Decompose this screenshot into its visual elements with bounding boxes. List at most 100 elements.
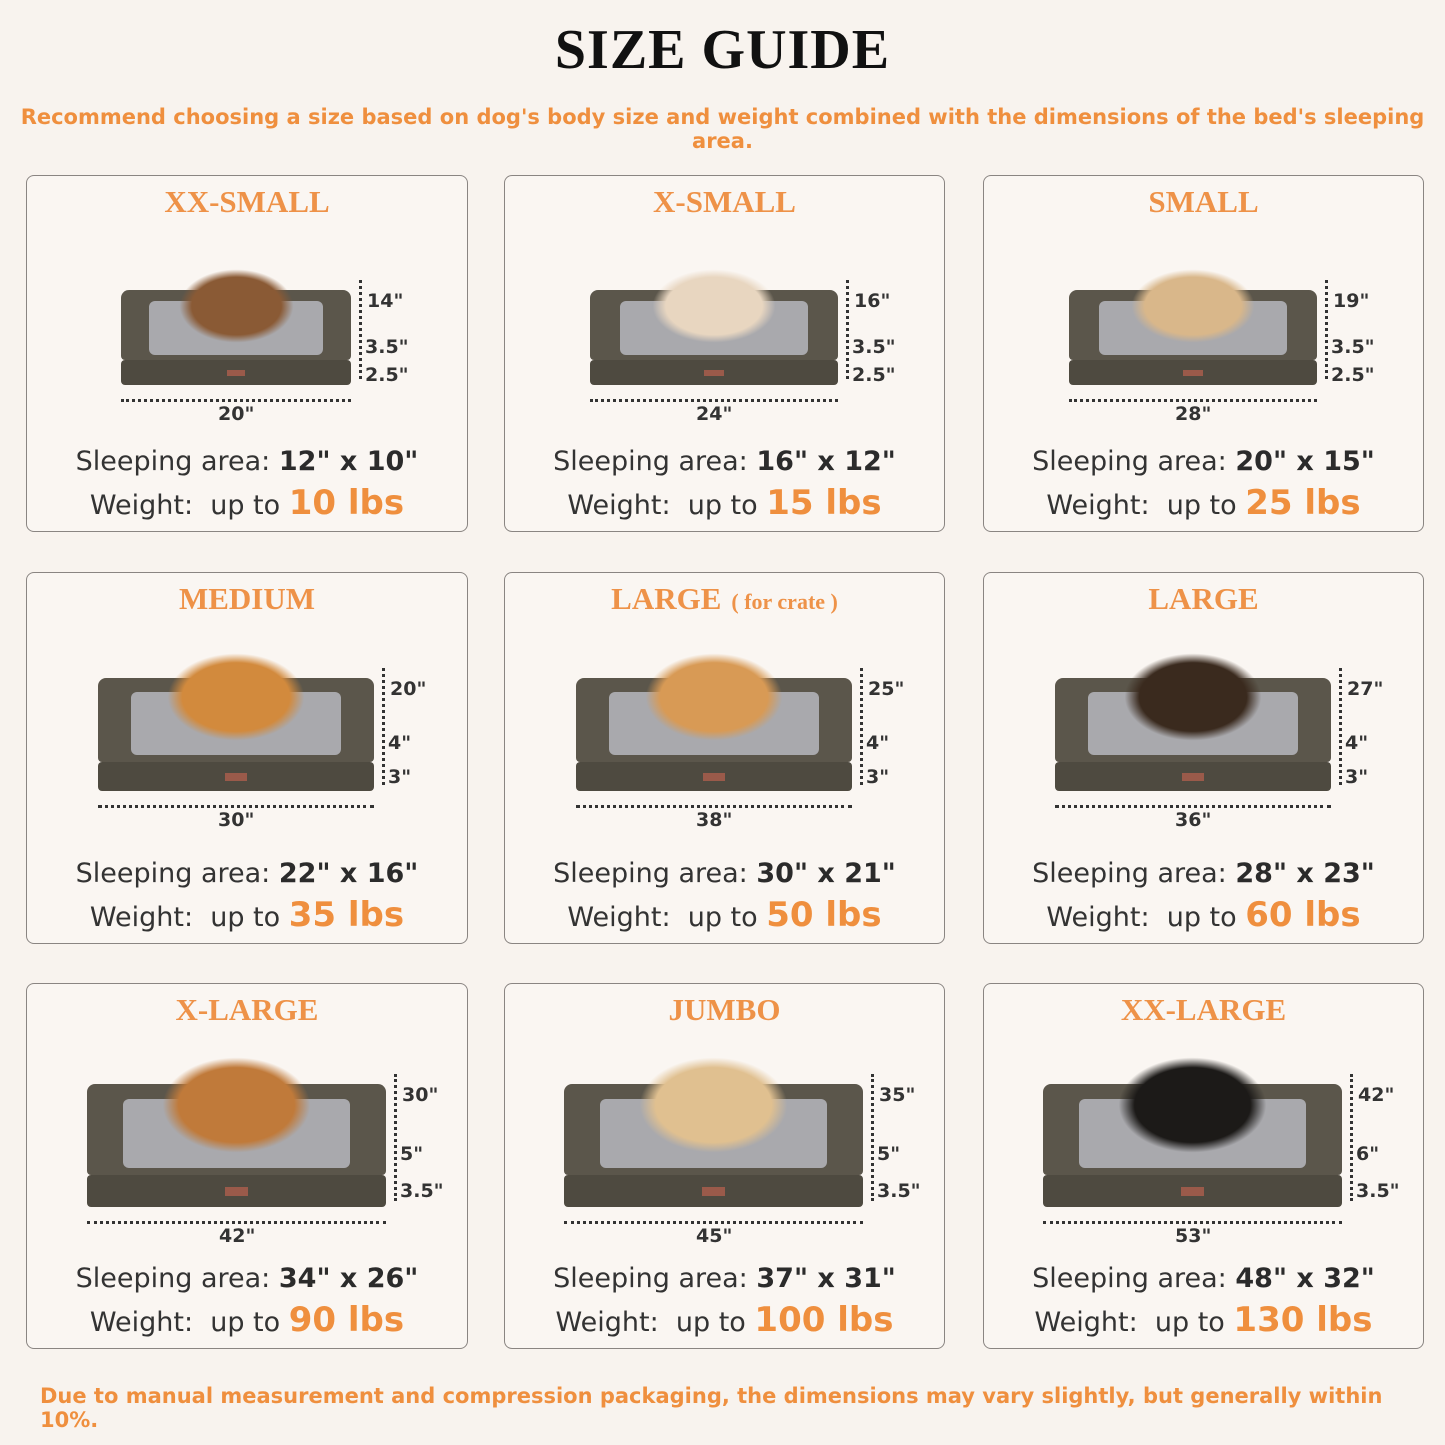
width-dimension: 24": [696, 403, 733, 425]
height-top-dimension: 5": [400, 1143, 424, 1165]
width-dimension: 30": [218, 809, 255, 831]
sleeping-area-value: 28" x 23": [1235, 858, 1375, 889]
sleeping-area: Sleeping area: 28" x 23": [984, 858, 1423, 890]
size-name: MEDIUM: [27, 581, 467, 617]
size-card: X-SMALL 24" 16" 3.5" 2.5" Sleeping area:…: [504, 175, 945, 532]
sleeping-area-label: Sleeping area:: [553, 1263, 748, 1294]
brand-tag: [704, 369, 724, 377]
weight-limit: Weight: up to 60 lbs: [984, 895, 1423, 938]
brand-tag: [701, 1187, 726, 1196]
bed-image: [590, 269, 838, 385]
depth-dimension: 27": [1347, 678, 1384, 700]
depth-dimension-line: [382, 668, 385, 785]
height-base-dimension: 3.5": [1356, 1180, 1400, 1202]
size-card: LARGE 36" 27" 4" 3" Sleeping area: 28" x…: [983, 572, 1424, 944]
page-title: SIZE GUIDE: [554, 19, 891, 81]
weight-value: 90 lbs: [288, 1300, 405, 1340]
weight-label: Weight: up to: [89, 490, 281, 521]
brand-tag: [224, 772, 248, 781]
size-card: XX-SMALL 20" 14" 3.5" 2.5" Sleeping area…: [26, 175, 468, 532]
size-name: LARGE: [984, 581, 1423, 617]
sleeping-area-label: Sleeping area:: [553, 446, 748, 477]
height-top-dimension: 3.5": [365, 336, 409, 358]
depth-dimension-line: [846, 280, 849, 379]
depth-dimension-line: [359, 280, 362, 379]
sleeping-area-label: Sleeping area:: [1032, 1263, 1227, 1294]
size-card: JUMBO 45" 35" 5" 3.5" Sleeping area: 37"…: [504, 983, 945, 1349]
sleeping-area-value: 16" x 12": [756, 446, 896, 477]
sleeping-area: Sleeping area: 12" x 10": [27, 446, 467, 478]
width-dimension: 20": [218, 403, 255, 425]
pet-image: [161, 1056, 312, 1153]
sleeping-area-label: Sleeping area:: [553, 858, 748, 889]
width-dimension-line: [121, 399, 351, 402]
size-card: XX-LARGE 53" 42" 6" 3.5" Sleeping area: …: [983, 983, 1424, 1349]
bed-image: [1069, 269, 1317, 385]
footer-note: Due to manual measurement and compressio…: [40, 1384, 1383, 1432]
width-dimension: 28": [1175, 403, 1212, 425]
size-label: LARGE: [1148, 581, 1259, 616]
size-name: JUMBO: [505, 992, 944, 1028]
sleeping-area-value: 37" x 31": [756, 1263, 896, 1294]
weight-label: Weight: up to: [89, 902, 281, 933]
weight-limit: Weight: up to 25 lbs: [984, 483, 1423, 526]
sleeping-area-label: Sleeping area:: [75, 858, 271, 889]
weight-value: 50 lbs: [766, 895, 882, 935]
sleeping-area-label: Sleeping area:: [75, 446, 271, 477]
weight-label: Weight: up to: [1034, 1307, 1225, 1338]
pet-image: [1124, 653, 1262, 742]
height-top-dimension: 3.5": [1331, 336, 1375, 358]
sleeping-area: Sleeping area: 34" x 26": [27, 1263, 467, 1295]
width-dimension: 45": [696, 1225, 733, 1247]
size-card: X-LARGE 42" 30" 5" 3.5" Sleeping area: 3…: [26, 983, 468, 1349]
weight-label: Weight: up to: [1046, 490, 1237, 521]
sleeping-area: Sleeping area: 37" x 31": [505, 1263, 944, 1295]
sleeping-area-value: 48" x 32": [1235, 1263, 1375, 1294]
sleeping-area: Sleeping area: 16" x 12": [505, 446, 944, 478]
sleeping-area: Sleeping area: 48" x 32": [984, 1263, 1423, 1295]
height-base-dimension: 2.5": [1331, 364, 1375, 386]
depth-dimension: 35": [879, 1084, 916, 1106]
brand-tag: [1181, 772, 1205, 781]
weight-label: Weight: up to: [567, 490, 758, 521]
bed-image: [98, 653, 374, 791]
pet-image: [178, 269, 294, 344]
pet-image: [167, 653, 305, 742]
size-name: SMALL: [984, 184, 1423, 220]
size-label: X-SMALL: [653, 184, 796, 219]
sleeping-area-label: Sleeping area:: [1032, 858, 1227, 889]
size-label: LARGE: [611, 581, 722, 616]
weight-limit: Weight: up to 15 lbs: [505, 483, 944, 526]
size-name: X-SMALL: [505, 184, 944, 220]
depth-dimension-line: [1325, 280, 1328, 379]
size-note: ( for crate ): [731, 589, 838, 614]
depth-dimension-line: [860, 668, 863, 785]
brand-tag: [226, 369, 246, 377]
size-label: MEDIUM: [178, 581, 316, 616]
size-card: SMALL 28" 19" 3.5" 2.5" Sleeping area: 2…: [983, 175, 1424, 532]
weight-limit: Weight: up to 90 lbs: [27, 1300, 467, 1343]
depth-dimension-line: [1339, 668, 1342, 785]
size-label: SMALL: [1148, 184, 1259, 219]
depth-dimension-line: [871, 1074, 874, 1201]
pet-image: [645, 653, 783, 742]
weight-value: 60 lbs: [1245, 895, 1361, 935]
sleeping-area: Sleeping area: 30" x 21": [505, 858, 944, 890]
depth-dimension: 14": [367, 290, 404, 312]
size-name: LARGE ( for crate ): [505, 581, 944, 617]
weight-limit: Weight: up to 35 lbs: [27, 895, 467, 938]
bed-image: [121, 269, 351, 385]
weight-label: Weight: up to: [567, 902, 758, 933]
pet-image: [638, 1056, 789, 1153]
weight-value: 35 lbs: [288, 895, 405, 935]
bed-image: [576, 653, 852, 791]
width-dimension: 36": [1175, 809, 1212, 831]
height-base-dimension: 3": [1345, 766, 1369, 788]
sleeping-area: Sleeping area: 20" x 15": [984, 446, 1423, 478]
pet-image: [652, 269, 776, 344]
width-dimension-line: [564, 1221, 863, 1224]
size-name: XX-SMALL: [27, 184, 467, 220]
weight-limit: Weight: up to 10 lbs: [27, 483, 467, 526]
height-top-dimension: 3.5": [852, 336, 896, 358]
depth-dimension: 30": [402, 1084, 439, 1106]
